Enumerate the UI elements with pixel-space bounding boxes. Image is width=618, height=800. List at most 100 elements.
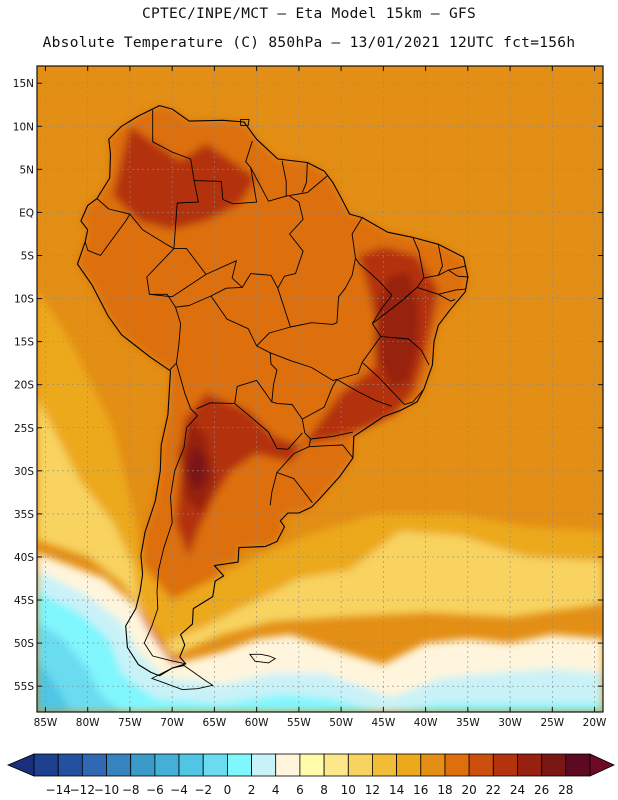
temperature-band-10 — [37, 397, 603, 656]
lat-tick-label: 15N — [13, 78, 34, 90]
coastlines — [76, 105, 469, 691]
colorbar-label: 10 — [341, 783, 356, 797]
lon-tick-label: 75W — [118, 717, 142, 729]
country-border — [336, 379, 392, 407]
lat-tick-label: 50S — [14, 638, 34, 650]
colorbar-box — [226, 753, 252, 777]
colorbar-box — [106, 753, 132, 777]
temperature-band-26 — [186, 445, 206, 493]
temperature-band--2 — [37, 621, 122, 712]
temperature-band-4 — [37, 552, 603, 712]
colorbar-box — [154, 753, 180, 777]
lat-tick-label: 15S — [14, 337, 34, 349]
island-outline — [150, 665, 214, 691]
lat-tick-label: 35S — [14, 509, 34, 521]
colorbar-box — [178, 753, 204, 777]
temperature-band-22 — [175, 246, 439, 557]
lon-tick-label: 55W — [287, 717, 311, 729]
country-border — [302, 217, 393, 420]
colorbar-boxes — [6, 753, 615, 777]
colorbar-box — [420, 753, 446, 777]
lon-tick-label: 85W — [34, 717, 58, 729]
lon-tick-label: 80W — [76, 717, 100, 729]
country-border — [256, 258, 356, 347]
country-border — [281, 160, 287, 197]
colorbar-box — [299, 753, 325, 777]
country-border — [380, 336, 430, 366]
colorbar-box — [371, 753, 397, 777]
temperature-band-2 — [37, 569, 603, 712]
country-border — [372, 237, 425, 324]
lon-tick-label: 20W — [583, 717, 607, 729]
country-border — [438, 288, 467, 295]
lon-tick-label: 70W — [160, 717, 184, 729]
colorbar-box — [57, 753, 83, 777]
temperature-band-22 — [113, 126, 257, 230]
lat-lon-grid — [37, 66, 603, 712]
lat-tick-label: 40S — [14, 552, 34, 564]
colorbar-label: 4 — [272, 783, 280, 797]
lat-tick-label: 45S — [14, 595, 34, 607]
colorbar-label: 20 — [461, 783, 476, 797]
colorbar-label: 18 — [437, 783, 452, 797]
colorbar-label: −12 — [70, 783, 95, 797]
colorbar-box — [275, 753, 301, 777]
colorbar-box — [396, 753, 422, 777]
colorbar-box — [81, 753, 107, 777]
country-border — [173, 248, 207, 275]
colorbar-label: 6 — [296, 783, 304, 797]
lat-tick-label: EQ — [19, 207, 34, 219]
country-border — [143, 363, 198, 665]
colorbar-label: 14 — [389, 783, 404, 797]
country-border — [84, 213, 131, 256]
colorbar-label: 12 — [365, 783, 380, 797]
country-border — [194, 140, 258, 205]
lon-tick-label: 65W — [203, 717, 227, 729]
lat-tick-label: 10S — [14, 294, 34, 306]
country-border — [448, 269, 469, 278]
colorbar-label: −4 — [170, 783, 188, 797]
country-border — [308, 444, 354, 459]
country-border — [149, 260, 243, 298]
colorbar-label: 2 — [248, 783, 256, 797]
lat-tick-label: 20S — [14, 380, 34, 392]
colorbar-box — [323, 753, 349, 777]
country-border — [210, 273, 279, 297]
colorbar-box — [468, 753, 494, 777]
colorbar-box — [347, 753, 373, 777]
lat-tick-label: 55S — [14, 681, 34, 693]
lon-tick-label: 50W — [329, 717, 353, 729]
country-borders — [84, 109, 469, 665]
country-border — [310, 431, 353, 440]
colorbar-label: 8 — [320, 783, 328, 797]
colorbar-high-arrow — [589, 753, 615, 777]
colorbar-label: −14 — [46, 783, 71, 797]
colorbar-box — [33, 753, 59, 777]
colorbar-label: 24 — [510, 783, 525, 797]
country-border — [250, 167, 328, 202]
colorbar-label: 16 — [413, 783, 428, 797]
lat-tick-label: 30S — [14, 466, 34, 478]
colorbar-labels: −14−12−10 −8 −6 −4 −2 0 2 4 6 8 10 12 14 16 18 20 22 24 26… — [46, 783, 574, 797]
lon-tick-label: 60W — [245, 717, 269, 729]
country-border — [416, 286, 456, 302]
colorbar-box — [130, 753, 156, 777]
map-title-line-2: Absolute Temperature (C) 850hPa – 13/01/… — [42, 35, 576, 51]
country-border — [277, 195, 304, 328]
plot-frame — [36, 65, 604, 713]
country-border — [234, 379, 303, 450]
colorbar-box — [202, 753, 228, 777]
country-border — [301, 162, 308, 193]
country-border — [437, 244, 443, 276]
country-border — [269, 472, 278, 506]
colorbar-label: −10 — [94, 783, 119, 797]
lat-tick-label: 5N — [19, 164, 34, 176]
colorbar-box — [517, 753, 543, 777]
continent-coastline — [76, 105, 469, 677]
colorbar-box — [444, 753, 470, 777]
lat-tick-label: 5S — [21, 250, 35, 262]
lon-tick-label: 30W — [498, 717, 522, 729]
lon-tick-label: 45W — [371, 717, 395, 729]
colorbar-box — [541, 753, 567, 777]
